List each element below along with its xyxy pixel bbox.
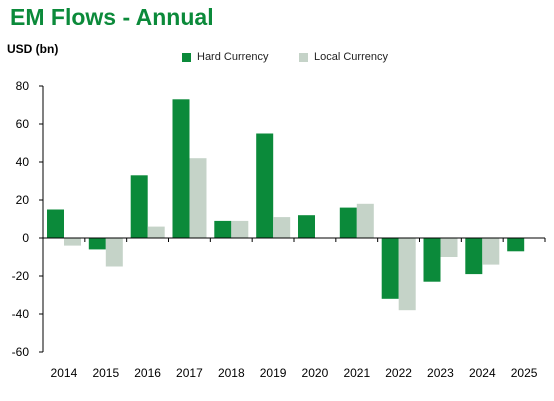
y-axis-unit-label: USD (bn): [7, 42, 59, 56]
legend-item-local-currency: Local Currency: [299, 51, 388, 63]
x-tick-label-2022: 2022: [385, 366, 412, 380]
bar-hard-currency-2022: [381, 238, 399, 299]
legend-item-hard-currency: Hard Currency: [182, 51, 269, 63]
bar-local-currency-2023: [440, 238, 458, 257]
chart-legend: Hard Currency Local Currency: [0, 51, 554, 67]
bar-local-currency-2024: [482, 238, 500, 265]
bar-local-currency-2021: [356, 203, 374, 238]
bar-hard-currency-2023: [423, 238, 441, 282]
y-tick-label-0: 0: [22, 231, 29, 245]
bar-hard-currency-2024: [465, 238, 483, 275]
y-tick-label-20: 20: [16, 193, 30, 207]
x-tick-label-2021: 2021: [343, 366, 370, 380]
bar-hard-currency-2016: [130, 175, 148, 238]
bar-local-currency-2019: [273, 217, 291, 238]
bar-local-currency-2015: [105, 238, 123, 267]
y-tick-label--60: -60: [12, 345, 30, 359]
bar-hard-currency-2020: [298, 215, 315, 238]
x-tick-label-2018: 2018: [218, 366, 245, 380]
legend-label-local-currency: Local Currency: [314, 51, 388, 63]
x-tick-label-2023: 2023: [427, 366, 454, 380]
x-tick-label-2015: 2015: [92, 366, 119, 380]
chart-title: EM Flows - Annual: [10, 4, 214, 30]
bar-local-currency-2016: [147, 226, 165, 238]
x-tick-label-2017: 2017: [176, 366, 203, 380]
bar-hard-currency-2018: [214, 220, 232, 238]
bar-local-currency-2017: [189, 158, 207, 238]
legend-swatch-local-currency: [299, 52, 308, 62]
bar-hard-currency-2019: [256, 133, 274, 238]
y-tick-label-60: 60: [16, 117, 30, 131]
y-tick-label--20: -20: [12, 269, 30, 283]
y-tick-label-80: 80: [16, 79, 30, 93]
bar-local-currency-2022: [398, 238, 416, 311]
bar-hard-currency-2015: [88, 238, 106, 250]
legend-swatch-hard-currency: [182, 52, 191, 62]
y-tick-label-40: 40: [16, 155, 30, 169]
bar-hard-currency-2017: [172, 99, 190, 238]
x-tick-label-2024: 2024: [469, 366, 496, 380]
x-tick-label-2019: 2019: [260, 366, 287, 380]
legend-label-hard-currency: Hard Currency: [197, 51, 269, 63]
x-tick-label-2016: 2016: [134, 366, 161, 380]
x-tick-label-2025: 2025: [511, 366, 538, 380]
y-tick-label--40: -40: [12, 307, 30, 321]
x-tick-label-2014: 2014: [51, 366, 78, 380]
bar-local-currency-2014: [64, 238, 81, 246]
bar-hard-currency-2021: [339, 207, 357, 238]
x-tick-label-2020: 2020: [302, 366, 329, 380]
bar-local-currency-2018: [231, 220, 249, 238]
bar-hard-currency-2014: [47, 209, 64, 238]
bar-hard-currency-2025: [507, 238, 525, 252]
